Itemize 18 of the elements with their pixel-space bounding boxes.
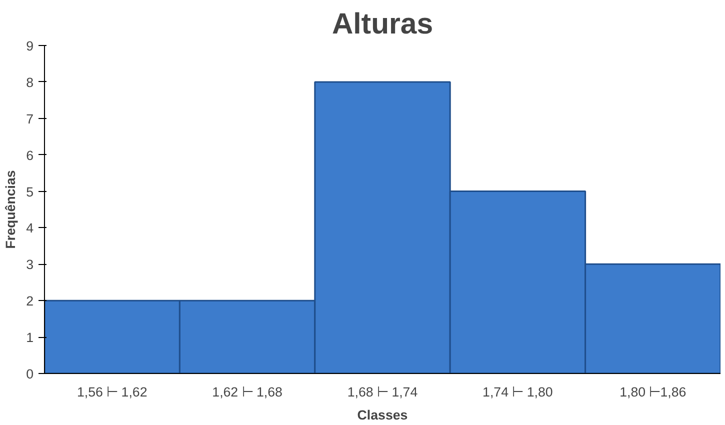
y-tick-label: 8 <box>26 74 34 90</box>
y-tick-label: 2 <box>26 294 34 309</box>
y-tick-label: 1 <box>26 330 34 346</box>
y-tick-label: 6 <box>26 148 34 163</box>
x-tick-label: 1,62 ⊢ 1,68 <box>212 384 282 400</box>
x-tick-label: 1,80 ⊢1,86 <box>620 384 686 400</box>
y-tick-label: 4 <box>26 220 34 236</box>
x-tick-label: 1,56 ⊢ 1,62 <box>76 384 148 400</box>
x-tick-label: 1,68 ⊢ 1,74 <box>347 384 418 400</box>
chart-title: Alturas <box>332 8 434 40</box>
y-tick-label: 0 <box>26 366 34 382</box>
y-tick-label: 5 <box>26 184 34 200</box>
y-tick-label: 9 <box>26 38 34 54</box>
x-tick-label: 1,74 ⊢ 1,80 <box>482 384 553 400</box>
y-axis-title: Frequências <box>3 170 18 249</box>
x-axis-title: Classes <box>357 408 408 422</box>
y-tick-label: 7 <box>26 111 34 126</box>
y-tick-label: 3 <box>26 257 34 272</box>
